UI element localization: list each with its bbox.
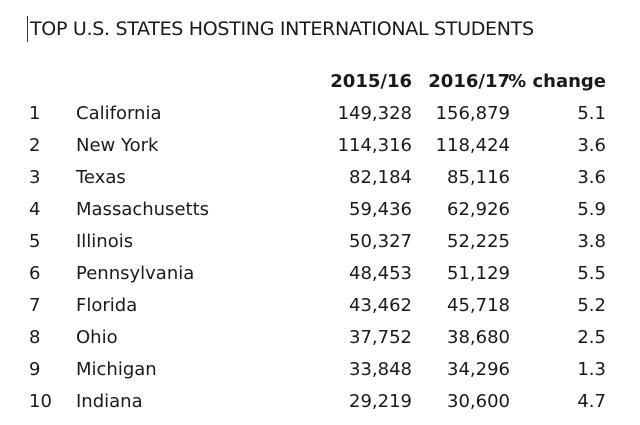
- state: Indiana: [76, 391, 143, 412]
- cell-value: 5.9: [577, 199, 606, 220]
- cell-value: 5.1: [577, 103, 606, 124]
- cell-value: 45,718: [447, 295, 510, 316]
- state: Massachusetts: [76, 199, 210, 220]
- cell-value: 3.8: [577, 231, 606, 252]
- rank: 8: [29, 327, 41, 348]
- rank: 7: [29, 295, 41, 316]
- column-header: 2015/16: [330, 71, 412, 92]
- cell-value: 38,680: [447, 327, 510, 348]
- state: Michigan: [76, 359, 157, 380]
- state: Pennsylvania: [76, 263, 195, 284]
- cell-value: 118,424: [435, 135, 510, 156]
- state: Florida: [76, 295, 138, 316]
- cell-value: 1.3: [577, 359, 606, 380]
- cell-value: 30,600: [447, 391, 510, 412]
- title: TOP U.S. STATES HOSTING INTERNATIONAL ST…: [30, 18, 534, 40]
- cell-value: 2.5: [577, 327, 606, 348]
- cell-value: 59,436: [349, 199, 412, 220]
- cell-value: 37,752: [349, 327, 412, 348]
- cell-value: 3.6: [577, 167, 606, 188]
- rank: 4: [29, 199, 41, 220]
- cell-value: 4.7: [577, 391, 606, 412]
- rank: 1: [29, 103, 41, 124]
- rank: 3: [29, 167, 41, 188]
- cell-value: 156,879: [435, 103, 510, 124]
- cell-value: 82,184: [349, 167, 412, 188]
- cell-value: 43,462: [349, 295, 412, 316]
- rank: 9: [29, 359, 41, 380]
- cell-value: 29,219: [349, 391, 412, 412]
- cell-value: 34,296: [447, 359, 510, 380]
- column-header: % change: [508, 71, 606, 92]
- cell-value: 62,926: [447, 199, 510, 220]
- cell-value: 3.6: [577, 135, 606, 156]
- rank: 5: [29, 231, 41, 252]
- cell-value: 33,848: [349, 359, 412, 380]
- rank: 2: [29, 135, 41, 156]
- state: Ohio: [76, 327, 118, 348]
- cell-value: 114,316: [337, 135, 412, 156]
- cell-value: 149,328: [337, 103, 412, 124]
- rank: 10: [29, 391, 52, 412]
- cell-value: 5.5: [577, 263, 606, 284]
- column-header: 2016/17: [428, 71, 510, 92]
- cell-value: 51,129: [447, 263, 510, 284]
- state: Illinois: [76, 231, 134, 252]
- cell-value: 52,225: [447, 231, 510, 252]
- cell-value: 50,327: [349, 231, 412, 252]
- cell-value: 5.2: [577, 295, 606, 316]
- state: California: [76, 103, 162, 124]
- cell-value: 48,453: [349, 263, 412, 284]
- cell-value: 85,116: [447, 167, 510, 188]
- cursor-line: [27, 16, 28, 42]
- state: New York: [76, 135, 159, 156]
- state: Texas: [76, 167, 126, 188]
- rank: 6: [29, 263, 41, 284]
